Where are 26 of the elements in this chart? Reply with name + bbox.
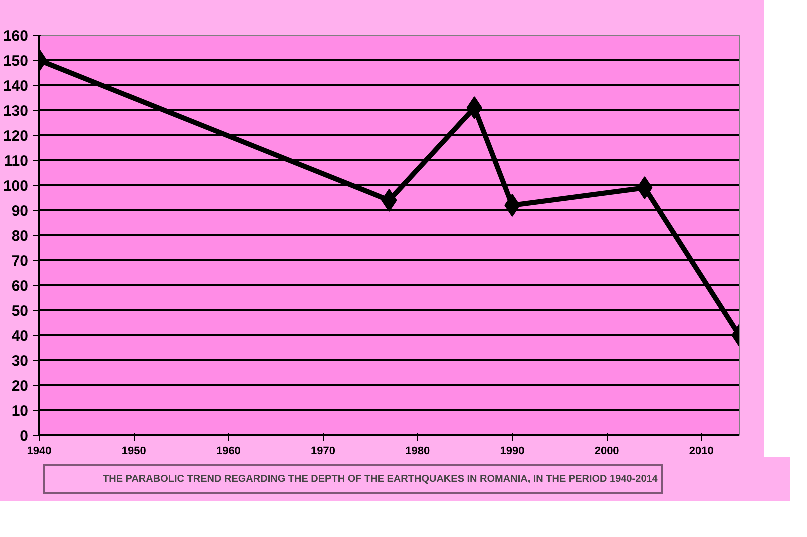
x-tick-label: 1970 bbox=[311, 446, 336, 458]
y-tick-label: 160 bbox=[3, 28, 29, 45]
x-tick-label: 1960 bbox=[216, 446, 241, 458]
y-tick-label: 110 bbox=[4, 153, 29, 170]
y-tick-label: 40 bbox=[12, 328, 29, 345]
y-tick-label: 130 bbox=[3, 103, 29, 120]
x-tick-label: 2010 bbox=[689, 446, 714, 458]
y-tick-label: 60 bbox=[12, 278, 29, 295]
x-tick-label: 1940 bbox=[27, 446, 52, 458]
y-tick-label: 150 bbox=[3, 53, 29, 70]
y-tick-label: 0 bbox=[20, 428, 28, 445]
y-tick-label: 50 bbox=[12, 303, 29, 320]
x-tick-label: 1950 bbox=[122, 446, 146, 458]
y-tick-label: 30 bbox=[12, 353, 29, 370]
y-tick-label: 140 bbox=[3, 78, 29, 95]
y-tick-label: 10 bbox=[12, 403, 29, 420]
x-tick-label: 2000 bbox=[594, 446, 620, 458]
text: THE PARABOLIC TREND REGARDING THE DEPTH OF THE EARTHQUAKES IN ROMANIA, IN THE PERIOD 1940-2014 bbox=[103, 474, 658, 484]
y-tick-label: 80 bbox=[12, 228, 29, 245]
x-tick-label: 1980 bbox=[406, 446, 430, 458]
x-tick-label: 1990 bbox=[500, 446, 525, 458]
y-tick-label: 100 bbox=[3, 178, 29, 195]
y-tick-label: 70 bbox=[12, 253, 29, 270]
y-tick-label: 120 bbox=[3, 128, 29, 145]
y-tick-label: 90 bbox=[12, 203, 29, 220]
y-tick-label: 20 bbox=[12, 378, 29, 395]
